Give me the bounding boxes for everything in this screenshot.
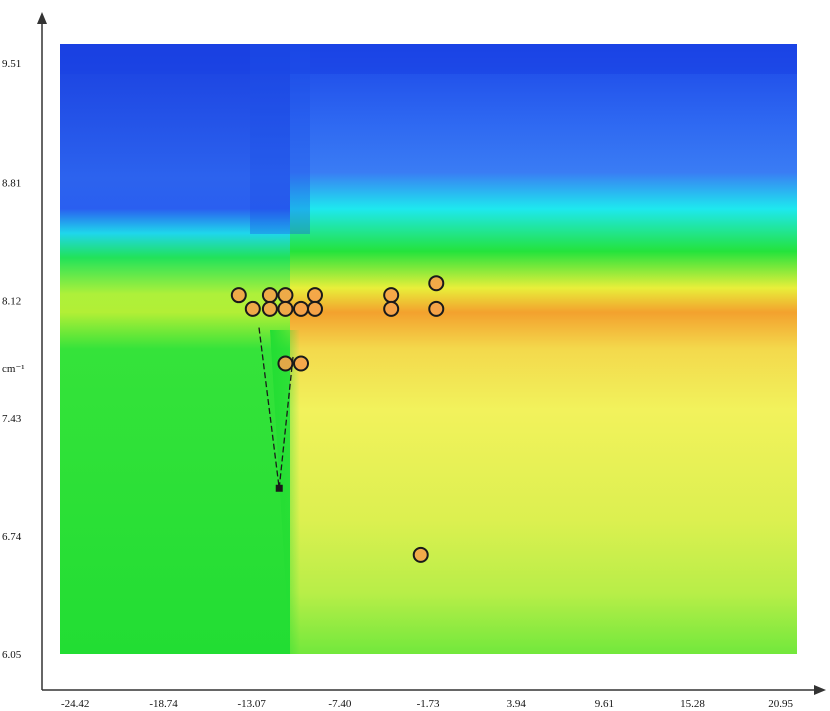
x-tick-label: 9.61 bbox=[595, 698, 614, 710]
data-point bbox=[428, 300, 445, 317]
y-tick-label: 8.12 bbox=[2, 295, 21, 307]
data-point bbox=[306, 287, 323, 304]
y-axis-arrow-icon bbox=[37, 12, 47, 24]
y-axis-label: cm⁻¹ bbox=[2, 363, 25, 375]
data-point bbox=[383, 300, 400, 317]
data-point bbox=[428, 275, 445, 292]
data-point bbox=[277, 355, 294, 372]
y-tick-label: 7.43 bbox=[2, 413, 22, 425]
y-tick-label: 6.74 bbox=[2, 531, 22, 543]
x-tick-label: -13.07 bbox=[238, 698, 267, 710]
data-point bbox=[277, 300, 294, 317]
data-point bbox=[277, 287, 294, 304]
y-tick-label: 6.05 bbox=[2, 649, 22, 661]
data-point bbox=[244, 300, 261, 317]
y-tick-label: 8.81 bbox=[2, 177, 21, 189]
data-point bbox=[293, 300, 310, 317]
data-point bbox=[293, 355, 310, 372]
heatmap-surface bbox=[60, 44, 797, 654]
data-point bbox=[230, 287, 247, 304]
y-tick-labels: 9.51 8.81 8.12 7.43 6.74 6.05 bbox=[2, 58, 22, 661]
axes bbox=[37, 12, 826, 695]
x-tick-label: 15.28 bbox=[680, 698, 705, 710]
x-tick-label: -1.73 bbox=[417, 698, 440, 710]
x-tick-labels: -24.42 -18.74 -13.07 -7.40 -1.73 3.94 9.61 15.2… bbox=[61, 698, 794, 710]
x-tick-label: 3.94 bbox=[507, 698, 527, 710]
y-tick-label: 9.51 bbox=[2, 58, 21, 70]
x-tick-label: 20.95 bbox=[768, 698, 793, 710]
x-tick-label: -18.74 bbox=[149, 698, 178, 710]
x-axis-arrow-icon bbox=[814, 685, 826, 695]
data-point bbox=[306, 300, 323, 317]
trace-marker bbox=[275, 484, 283, 492]
data-point bbox=[383, 287, 400, 304]
data-point bbox=[261, 287, 278, 304]
x-tick-label: -24.42 bbox=[61, 698, 89, 710]
data-point bbox=[412, 546, 429, 563]
overlay-marks bbox=[230, 275, 445, 563]
x-tick-label: -7.40 bbox=[328, 698, 351, 710]
data-point bbox=[261, 300, 278, 317]
